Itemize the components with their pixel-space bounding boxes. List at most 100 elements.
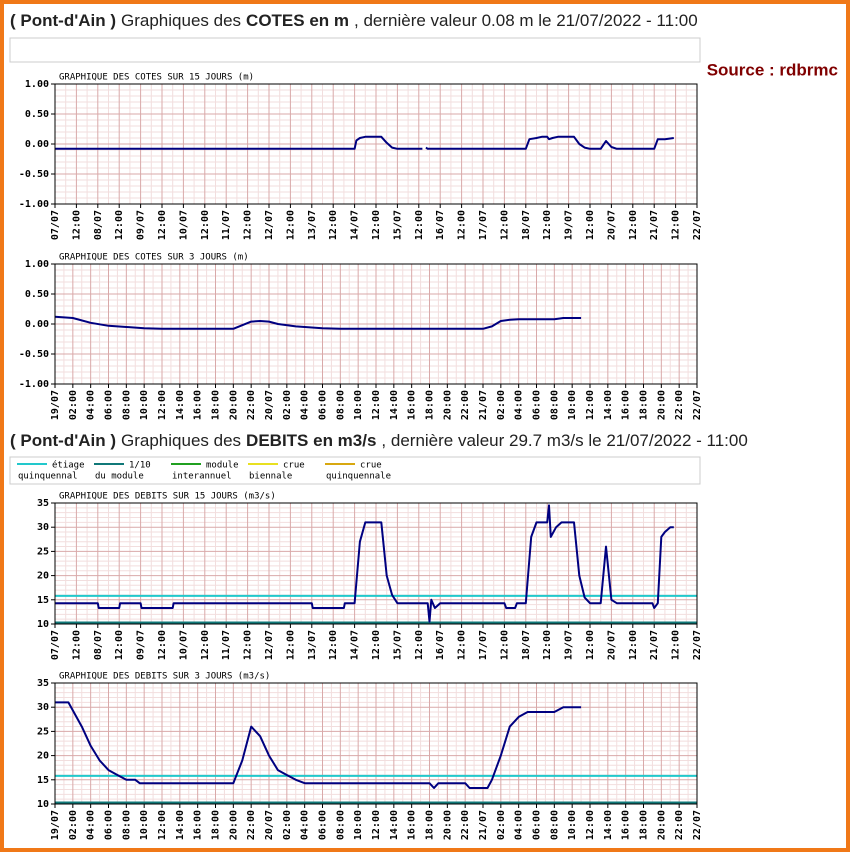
legend-label: quinquennal: [18, 472, 78, 482]
x-tick-label: 06:00: [318, 390, 329, 420]
x-tick-label: 20:00: [442, 390, 453, 420]
x-tick-label: 22:00: [460, 390, 471, 420]
x-tick-label: 12:00: [157, 810, 168, 840]
x-tick-label: 20/07: [606, 630, 617, 660]
x-tick-label: 12:00: [585, 810, 596, 840]
x-tick-label: 10:00: [139, 810, 150, 840]
legend-label: étiage: [52, 460, 85, 471]
y-tick-label: 15: [37, 595, 49, 606]
x-tick-label: 12:00: [628, 630, 639, 660]
x-tick-label: 21/07: [649, 210, 660, 240]
x-tick-label: 07/07: [50, 210, 61, 240]
x-tick-label: 12:00: [285, 630, 296, 660]
x-tick-label: 12:00: [200, 210, 211, 240]
x-tick-label: 06:00: [104, 390, 115, 420]
x-tick-label: 08:00: [335, 390, 346, 420]
x-tick-label: 12:00: [542, 210, 553, 240]
x-tick-label: 13/07: [307, 210, 318, 240]
x-tick-label: 15/07: [392, 210, 403, 240]
x-tick-label: 19/07: [564, 630, 575, 660]
x-tick-label: 18:00: [639, 810, 650, 840]
x-tick-label: 14:00: [389, 810, 400, 840]
x-tick-label: 04:00: [300, 390, 311, 420]
x-tick-label: 17/07: [478, 630, 489, 660]
data-line: [55, 504, 674, 623]
header-part: COTES en m: [246, 11, 349, 30]
x-tick-label: 22/07: [692, 810, 703, 840]
x-tick-label: 02:00: [282, 390, 293, 420]
header-part: , dernière valeur 0.08 m le 21/07/2022 -…: [354, 11, 698, 30]
x-tick-label: 14/07: [350, 210, 361, 240]
legend-label: quinquennale: [326, 472, 391, 482]
x-tick-label: 02:00: [68, 810, 79, 840]
data-line: [55, 701, 582, 789]
x-tick-label: 10:00: [139, 390, 150, 420]
x-tick-label: 13/07: [307, 630, 318, 660]
x-tick-label: 12:00: [243, 630, 254, 660]
chart-title: GRAPHIQUE DES DEBITS SUR 3 JOURS (m3/s): [59, 672, 270, 682]
x-tick-label: 08:00: [121, 810, 132, 840]
x-tick-label: 20:00: [656, 390, 667, 420]
chart-title: GRAPHIQUE DES COTES SUR 15 JOURS (m): [59, 73, 254, 83]
x-tick-label: 12:00: [157, 630, 168, 660]
x-tick-label: 06:00: [104, 810, 115, 840]
x-tick-label: 12:00: [457, 210, 468, 240]
y-tick-label: 1.00: [25, 79, 49, 90]
plot-frame: [54, 83, 698, 205]
x-tick-label: 19/07: [50, 390, 61, 420]
plot-frame: [54, 502, 698, 625]
x-tick-label: 12:00: [371, 810, 382, 840]
source: Source : rdbrmc: [707, 60, 838, 79]
x-tick-label: 12:00: [328, 210, 339, 240]
y-tick-label: 10: [37, 799, 49, 810]
x-tick-label: 12:00: [71, 630, 82, 660]
x-tick-label: 04:00: [86, 810, 97, 840]
x-tick-label: 14:00: [175, 390, 186, 420]
x-tick-label: 12:00: [200, 630, 211, 660]
x-tick-label: 12:00: [542, 630, 553, 660]
x-tick-label: 12:00: [157, 390, 168, 420]
x-tick-label: 20:00: [442, 810, 453, 840]
y-tick-label: -0.50: [19, 349, 49, 360]
y-tick-label: 35: [37, 678, 49, 689]
x-tick-label: 10:00: [567, 390, 578, 420]
x-tick-label: 12:00: [457, 630, 468, 660]
data-line: [55, 135, 674, 150]
y-tick-label: -0.50: [19, 169, 49, 180]
x-tick-label: 22:00: [674, 390, 685, 420]
x-tick-label: 14/07: [350, 630, 361, 660]
x-tick-label: 18:00: [211, 810, 222, 840]
x-tick-label: 12:00: [671, 630, 682, 660]
x-tick-label: 12:00: [285, 210, 296, 240]
x-tick-label: 12:00: [371, 630, 382, 660]
x-tick-label: 06:00: [318, 810, 329, 840]
x-tick-label: 22:00: [246, 810, 257, 840]
x-tick-label: 12:00: [671, 210, 682, 240]
x-tick-label: 12:00: [628, 210, 639, 240]
y-tick-label: 15: [37, 775, 49, 786]
x-tick-label: 12:00: [71, 210, 82, 240]
x-tick-label: 08:00: [335, 810, 346, 840]
y-tick-label: 0.00: [25, 319, 49, 330]
header-cotes: ( Pont-d'Ain ) Graphiques des COTES en m , …: [10, 11, 698, 30]
x-tick-label: 12:00: [499, 630, 510, 660]
empty-box: [9, 37, 701, 63]
x-tick-label: 19/07: [564, 210, 575, 240]
x-tick-label: 10/07: [178, 210, 189, 240]
x-tick-label: 16/07: [435, 210, 446, 240]
x-tick-label: 12:00: [585, 210, 596, 240]
x-tick-label: 04:00: [300, 810, 311, 840]
x-tick-label: 20/07: [264, 810, 275, 840]
y-tick-label: 30: [37, 522, 49, 533]
x-tick-label: 04:00: [514, 810, 525, 840]
x-tick-label: 10/07: [178, 630, 189, 660]
x-tick-label: 11/07: [221, 210, 232, 240]
x-tick-label: 10:00: [353, 810, 364, 840]
x-tick-label: 08:00: [549, 810, 560, 840]
x-tick-label: 16:00: [193, 810, 204, 840]
x-tick-label: 11/07: [221, 630, 232, 660]
x-tick-label: 12:00: [114, 630, 125, 660]
y-tick-label: 0.50: [25, 289, 49, 300]
x-tick-label: 20:00: [656, 810, 667, 840]
x-tick-label: 18:00: [425, 810, 436, 840]
